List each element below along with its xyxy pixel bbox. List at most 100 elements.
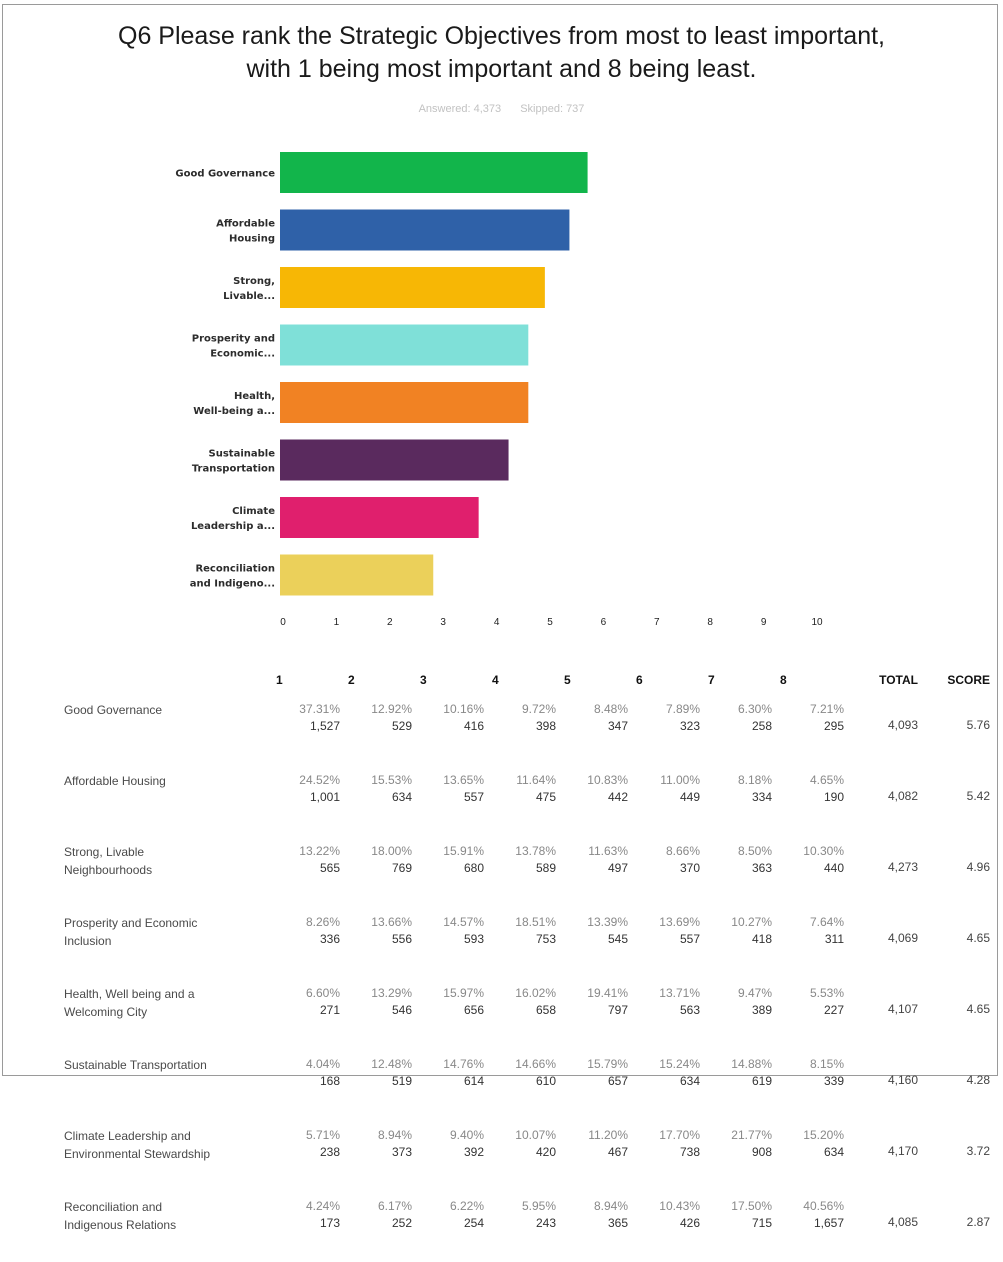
table-header-rank-7: 7: [708, 673, 715, 687]
rank-count: 1,657: [813, 1216, 844, 1230]
row-score: 4.65: [966, 1002, 990, 1016]
bar: [280, 497, 479, 538]
rank-count: 389: [751, 1003, 772, 1017]
rank-percent: 13.22%: [299, 844, 340, 858]
rank-count: 336: [319, 932, 340, 946]
rank-count: 373: [391, 1145, 412, 1159]
row-score: 4.28: [966, 1073, 990, 1087]
rank-cell: 10.27% 418: [702, 907, 774, 978]
rank-count: 563: [679, 1003, 700, 1017]
rank-cell: 8.94% 373: [342, 1120, 414, 1191]
rank-count: 680: [463, 861, 484, 875]
rank-cell: 19.41% 797: [558, 978, 630, 1049]
rank-percent: 6.17%: [377, 1199, 412, 1213]
rank-count: 657: [607, 1074, 628, 1088]
skipped-count: Skipped: 737: [520, 103, 585, 115]
question-title-line1: Q6 Please rank the Strategic Objectives …: [118, 22, 885, 50]
row-score: 4.96: [966, 860, 990, 874]
answered-count: Answered: 4,373: [418, 103, 502, 115]
row-score: 4.65: [966, 931, 990, 945]
rank-percent: 16.02%: [515, 986, 556, 1000]
row-label: Sustainable Transportation: [64, 1049, 270, 1120]
bar: [280, 267, 545, 308]
rank-count: 497: [607, 861, 628, 875]
rank-cell: 40.56% 1,657: [774, 1191, 846, 1262]
rank-percent: 18.00%: [371, 844, 412, 858]
rank-percent: 15.24%: [659, 1057, 700, 1071]
rank-percent: 11.64%: [516, 773, 556, 787]
row-label-line: Sustainable Transportation: [64, 1058, 207, 1072]
rank-cell: 18.51% 753: [486, 907, 558, 978]
rank-cell: 13.71% 563: [630, 978, 702, 1049]
rank-count: 546: [391, 1003, 412, 1017]
rank-percent: 12.48%: [371, 1057, 412, 1071]
table-header-rank-6: 6: [636, 673, 643, 687]
row-label-line: Health, Well being and a: [64, 987, 195, 1001]
rank-percent: 13.69%: [659, 915, 700, 929]
rank-percent: 8.15%: [809, 1057, 844, 1071]
rank-cell: 13.29% 546: [342, 978, 414, 1049]
rank-count: 416: [463, 719, 484, 733]
row-total: 4,273: [887, 860, 918, 874]
rank-cell: 6.30% 258: [702, 694, 774, 765]
rank-cell: 8.94% 365: [558, 1191, 630, 1262]
row-label: Climate Leadership and Environmental Stew…: [64, 1120, 270, 1191]
rank-cell: 7.89% 323: [630, 694, 702, 765]
rank-cell: 4.24% 173: [270, 1191, 342, 1262]
rank-count: 738: [679, 1145, 700, 1159]
rank-count: 753: [535, 932, 556, 946]
rank-cell: 6.17% 252: [342, 1191, 414, 1262]
rank-percent: 7.21%: [809, 702, 844, 716]
table-header-row: 1 2 3 4 5 6 7 8 TOTAL SCORE: [64, 666, 990, 694]
rank-cell: 13.78% 589: [486, 836, 558, 907]
row-total: 4,093: [887, 718, 918, 732]
table-row: Strong, Livable Neighbourhoods 13.22% 565 18…: [64, 836, 990, 907]
rank-count: 190: [823, 790, 844, 804]
row-label-line: Welcoming City: [64, 1005, 148, 1019]
rank-cell: 13.39% 545: [558, 907, 630, 978]
bar: [280, 439, 509, 481]
rank-count: 658: [535, 1003, 556, 1017]
rank-count: 545: [607, 932, 628, 946]
table-header-rank-8: 8: [780, 673, 787, 687]
rank-percent: 8.50%: [737, 844, 772, 858]
rank-count: 656: [463, 1003, 484, 1017]
rank-count: 519: [391, 1074, 412, 1088]
x-tick-label: 3: [440, 617, 446, 628]
rank-cell: 8.66% 370: [630, 836, 702, 907]
rank-percent: 10.16%: [443, 702, 484, 716]
x-tick-label: 5: [547, 617, 553, 628]
rank-percent: 13.78%: [515, 844, 556, 858]
rank-percent: 8.48%: [593, 702, 628, 716]
rank-cell: 11.63% 497: [558, 836, 630, 907]
rank-count: 715: [751, 1216, 772, 1230]
row-label: Affordable Housing: [64, 765, 270, 836]
rank-cell: 11.00% 449: [630, 765, 702, 836]
rank-percent: 10.83%: [587, 773, 628, 787]
table-row: Sustainable Transportation 4.04% 168 12.48%…: [64, 1049, 990, 1120]
rank-count: 295: [823, 719, 844, 733]
rank-percent: 37.31%: [299, 702, 340, 716]
row-label-line: Climate Leadership and: [64, 1129, 191, 1143]
x-tick-label: 10: [811, 617, 823, 628]
rank-count: 243: [535, 1216, 556, 1230]
row-label-line: Prosperity and Economic: [64, 916, 198, 930]
rank-cell: 6.60% 271: [270, 978, 342, 1049]
rank-percent: 11.00%: [660, 773, 700, 787]
bar: [280, 152, 588, 193]
rank-cell: 9.40% 392: [414, 1120, 486, 1191]
category-label: Livable...: [223, 291, 275, 302]
rank-percent: 8.94%: [593, 1199, 628, 1213]
table-row: Health, Well being and a Welcoming City 6.…: [64, 978, 990, 1049]
rank-percent: 17.50%: [731, 1199, 772, 1213]
bar: [280, 382, 529, 423]
category-label: Transportation: [192, 464, 275, 475]
rank-percent: 13.39%: [587, 915, 628, 929]
rank-count: 634: [823, 1145, 844, 1159]
rank-count: 442: [607, 790, 628, 804]
table-header-rank-5: 5: [564, 673, 571, 687]
rank-cell: 10.30% 440: [774, 836, 846, 907]
rank-percent: 14.57%: [443, 915, 484, 929]
rank-count: 908: [751, 1145, 772, 1159]
rank-percent: 13.71%: [659, 986, 700, 1000]
